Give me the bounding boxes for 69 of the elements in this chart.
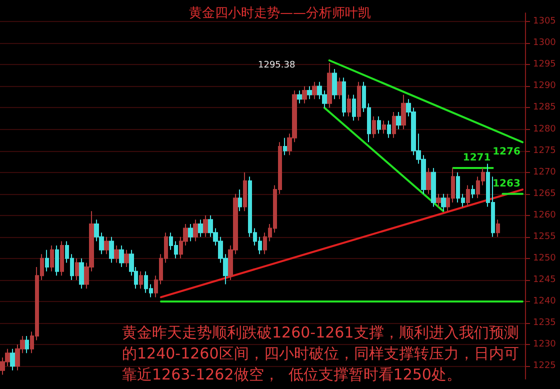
candlestick (441, 193, 446, 212)
candlestick (312, 81, 317, 100)
candlestick (193, 219, 198, 242)
candlestick (436, 193, 441, 208)
y-tick-label: 1285 (533, 102, 556, 113)
candlestick (198, 219, 203, 238)
annotation: 1295.38 (258, 60, 296, 70)
candlestick (347, 94, 351, 117)
y-tick-label: 1230 (533, 340, 556, 350)
candlestick (377, 116, 381, 134)
candlestick (496, 219, 500, 238)
candlestick (10, 348, 15, 371)
y-tick-label: 1280 (533, 124, 556, 134)
candlestick (50, 245, 54, 272)
candlestick (243, 172, 247, 212)
candlestick (426, 168, 431, 194)
candlestick (283, 137, 287, 156)
candlestick (114, 245, 119, 264)
candlestick (25, 335, 29, 354)
candlestick (352, 94, 356, 122)
candlestick (104, 236, 109, 255)
candlestick (238, 189, 242, 212)
candlestick (382, 120, 386, 134)
candlestick (302, 86, 307, 104)
candlestick (372, 116, 376, 138)
chart-title: 黄金四小时走势——分析师叶凯 (189, 6, 371, 21)
candlestick (139, 270, 143, 290)
y-tick-label: 1295 (533, 60, 556, 70)
candlestick (109, 236, 114, 264)
candlestick (387, 120, 391, 138)
candlestick (466, 184, 470, 208)
y-tick-label: 1290 (533, 81, 556, 92)
candlestick (119, 245, 124, 268)
candlestick (471, 184, 475, 199)
candlestick (297, 90, 302, 104)
y-tick-label: 1305 (533, 16, 556, 27)
candlestick (392, 112, 396, 138)
y-tick-label: 1300 (533, 38, 556, 48)
candlestick (431, 168, 436, 208)
y-tick-label: 1225 (533, 361, 556, 372)
candlestick (55, 245, 59, 276)
candlestick (124, 249, 129, 268)
y-tick-label: 1240 (533, 296, 556, 306)
series-label: 1276 (492, 146, 520, 158)
candlestick (337, 77, 342, 100)
annotation: 黄金昨天走势顺利跌破1260-1261支撑，顺利进入我们预测的1240-1260区间，四小时破位，同样支撑转压力，日内可靠近1263-1262做空， 低位支撑暂时看1250处。 (122, 324, 519, 384)
candlestick (357, 81, 361, 122)
y-tick-label: 1270 (533, 167, 556, 178)
y-tick-label: 1265 (533, 188, 556, 199)
series-label: 1271 (462, 152, 491, 164)
y-tick-label: 1235 (533, 318, 556, 328)
y-tick-label: 1250 (533, 253, 556, 264)
candlestick (45, 249, 49, 272)
candlestick (79, 258, 84, 290)
candlestick (60, 240, 64, 276)
candlestick (75, 258, 79, 280)
y-tick-label: 1245 (533, 274, 556, 285)
candlestick (307, 86, 312, 100)
y-tick-label: 1275 (533, 146, 556, 156)
candlestick (203, 214, 208, 238)
y-tick-label: 1260 (533, 210, 556, 220)
candlestick (396, 112, 401, 130)
y-tick-label: 1255 (533, 232, 556, 242)
candlestick (188, 223, 193, 242)
candlestick (401, 94, 406, 130)
candlestick (327, 62, 332, 108)
candlestick (342, 77, 346, 117)
candlestick (332, 68, 337, 100)
series-label: 1263 (492, 178, 520, 190)
